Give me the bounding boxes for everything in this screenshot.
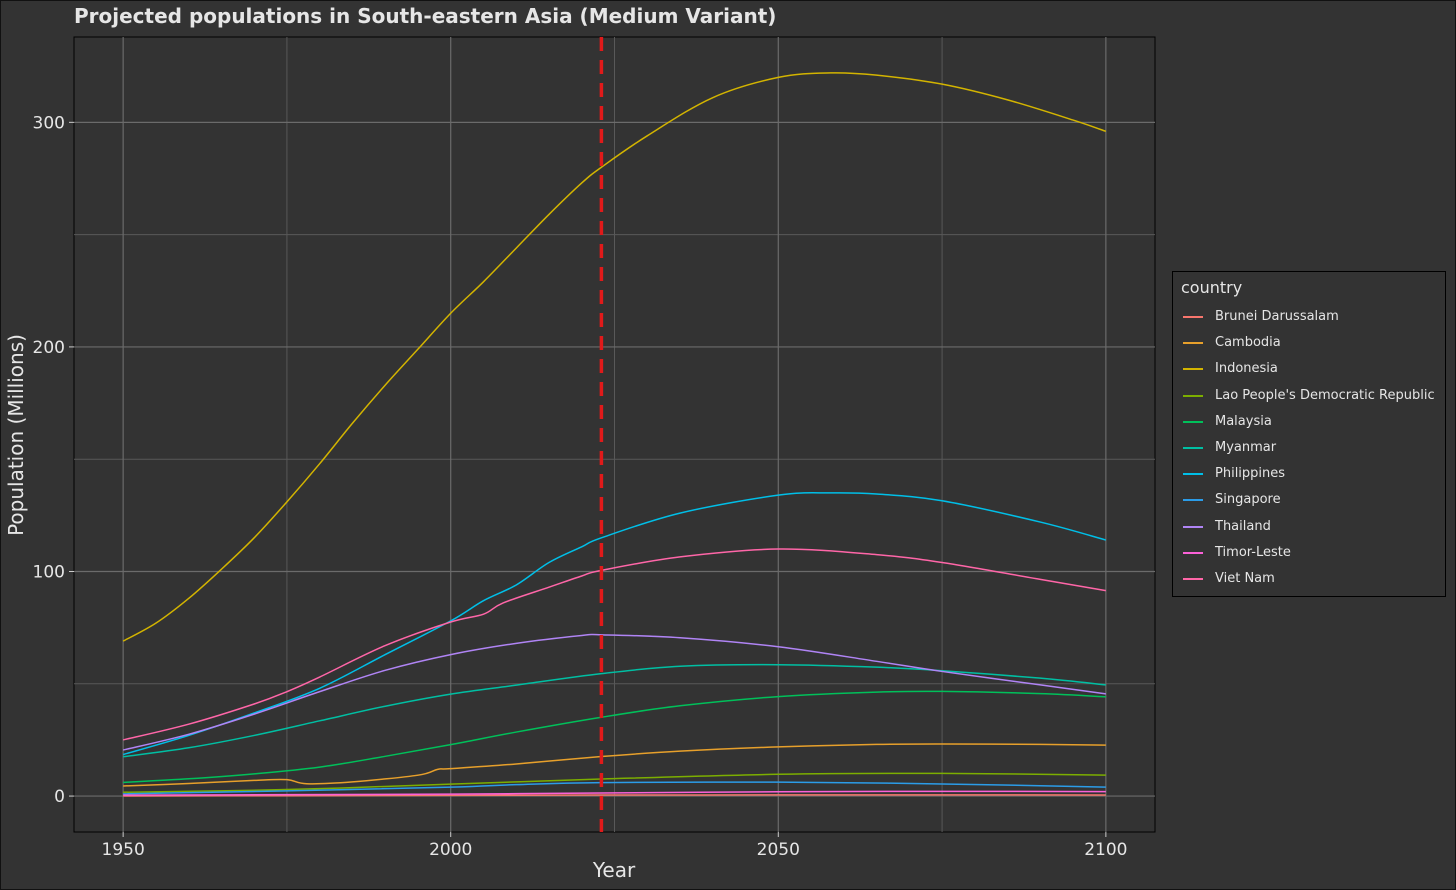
legend-item: Indonesia — [1173, 359, 1445, 379]
y-tick-label: 200 — [33, 338, 65, 358]
legend-label: Lao People's Democratic Republic — [1215, 387, 1435, 403]
legend-swatch — [1183, 368, 1203, 371]
legend-item: Timor-Leste — [1173, 543, 1445, 563]
series-line-viet-nam — [122, 548, 1106, 741]
legend-swatch — [1183, 525, 1203, 528]
y-tick-label: 0 — [54, 787, 65, 807]
series-line-malaysia — [123, 690, 1106, 784]
legend-swatch — [1183, 316, 1203, 318]
legend-swatch — [1183, 447, 1203, 449]
legend-label: Viet Nam — [1215, 571, 1275, 586]
legend-item: Philippines — [1173, 464, 1445, 484]
legend-label: Cambodia — [1215, 335, 1281, 351]
legend-item: Thailand — [1173, 517, 1445, 537]
y-tick-label: 100 — [33, 562, 65, 582]
legend-item: Singapore — [1173, 490, 1445, 510]
series-line-cambodia — [123, 743, 1106, 787]
x-tick-label: 2050 — [757, 840, 800, 860]
legend-title: country — [1181, 278, 1243, 297]
legend-item: Malaysia — [1173, 412, 1445, 432]
x-axis-label: Year — [592, 858, 636, 882]
chart-title: Projected populations in South-eastern A… — [74, 4, 776, 28]
x-axis-ticks: 1950 2000 2050 2100 — [102, 832, 1127, 860]
series-line-philippines — [122, 492, 1107, 756]
legend-swatch — [1183, 420, 1203, 423]
y-axis-label: Population (Millions) — [4, 334, 28, 536]
legend-swatch — [1183, 551, 1203, 554]
legend-item: Myanmar — [1173, 438, 1445, 458]
grid-lines — [74, 37, 1155, 832]
y-tick-label: 300 — [33, 113, 65, 133]
series-line-singapore — [123, 781, 1106, 795]
legend-label: Thailand — [1215, 518, 1271, 534]
x-tick-label: 2100 — [1084, 840, 1127, 860]
legend-item: Brunei Darussalam — [1173, 307, 1445, 327]
legend-swatch — [1183, 578, 1203, 580]
legend-swatch — [1183, 394, 1203, 397]
legend-swatch — [1183, 473, 1203, 476]
legend-label: Myanmar — [1215, 440, 1277, 455]
series-line-brunei-darussalam — [123, 794, 1106, 797]
legend-item: Cambodia — [1173, 333, 1445, 353]
legend-label: Singapore — [1215, 492, 1281, 508]
legend-label: Timor-Leste — [1215, 544, 1291, 560]
series-line-thailand — [122, 633, 1106, 751]
series-line-timor-leste — [123, 790, 1106, 796]
series-line-indonesia — [122, 72, 1107, 642]
legend-swatch — [1183, 342, 1203, 345]
legend: country Brunei Darussalam Cambodia Indones… — [1172, 271, 1446, 597]
legend-swatch — [1183, 499, 1203, 502]
legend-label: Brunei Darussalam — [1215, 309, 1339, 324]
legend-label: Malaysia — [1215, 413, 1272, 429]
legend-label: Philippines — [1215, 466, 1286, 482]
y-axis-ticks: 0 100 200 300 — [33, 113, 74, 807]
legend-label: Indonesia — [1215, 361, 1278, 377]
x-tick-label: 1950 — [102, 840, 145, 860]
x-tick-label: 2000 — [429, 840, 472, 860]
legend-item: Viet Nam — [1173, 569, 1445, 589]
legend-item: Lao People's Democratic Republic — [1173, 386, 1445, 406]
